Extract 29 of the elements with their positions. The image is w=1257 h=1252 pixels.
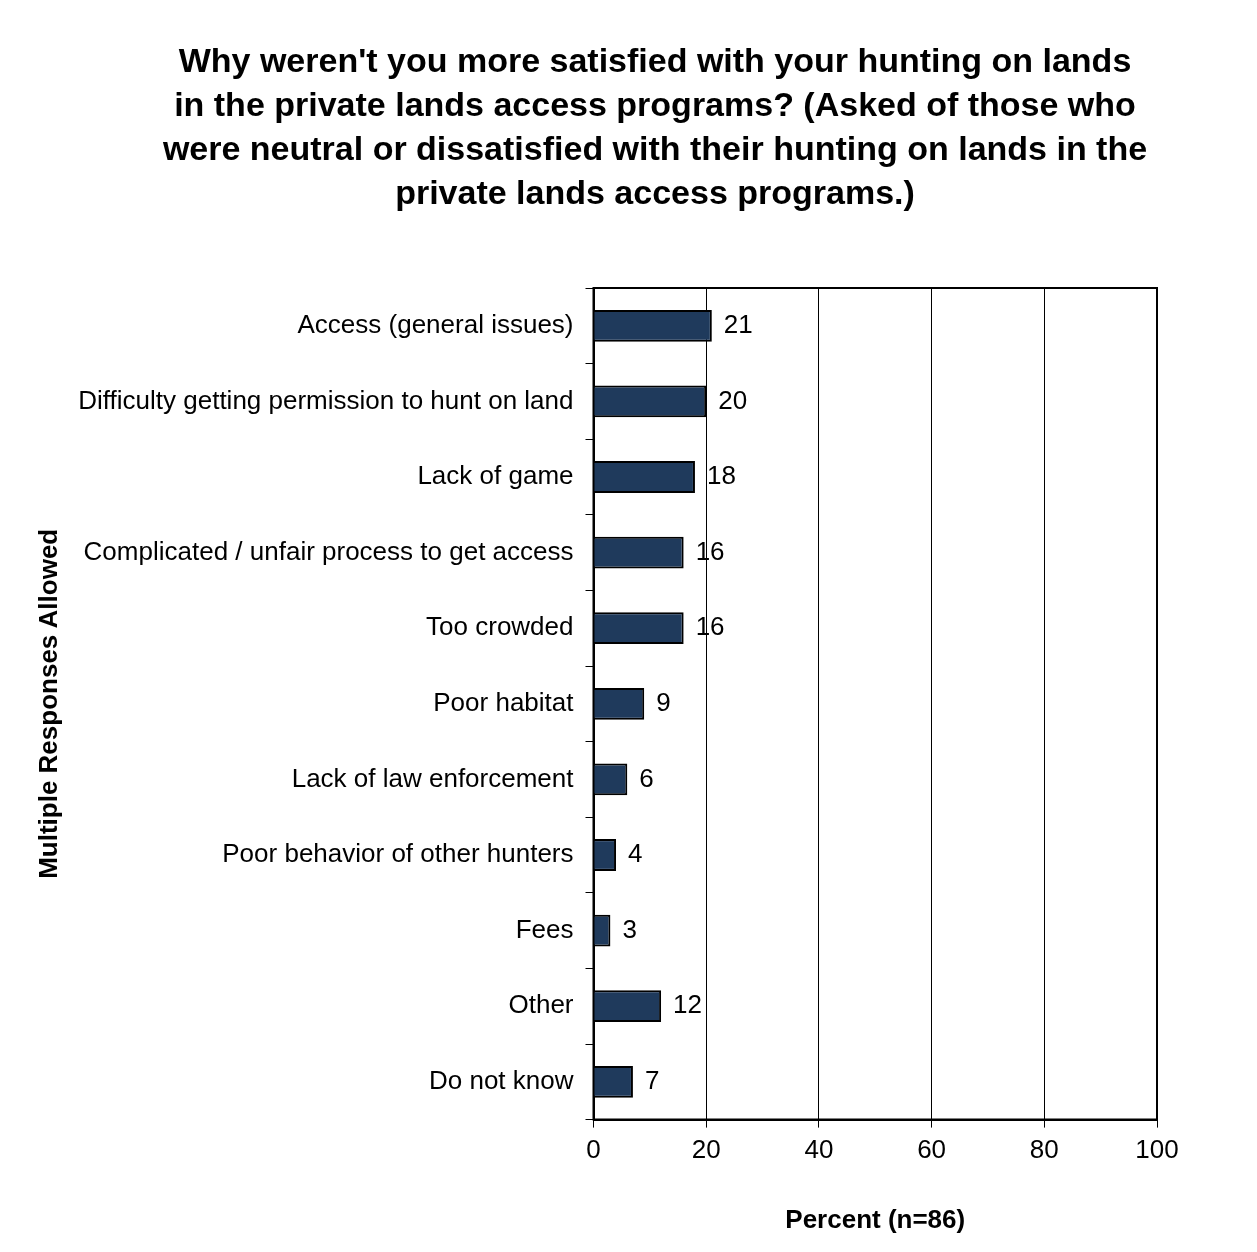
y-tick-label: Fees	[515, 913, 574, 944]
y-tick-label: Poor behavior of other hunters	[222, 838, 574, 869]
data-label: 18	[706, 460, 736, 491]
data-label: 7	[644, 1064, 660, 1095]
data-label: 9	[656, 686, 671, 717]
data-label: 4	[628, 838, 643, 869]
y-tick-label: Poor habitat	[433, 686, 575, 717]
y-tick-label: Complicated / unfair process to get access	[83, 535, 574, 566]
x-axis-title: Percent (n=86)	[785, 1203, 966, 1234]
data-label: 3	[622, 913, 637, 944]
y-tick-label: Too crowded	[426, 611, 574, 642]
y-tick-label: Lack of law enforcement	[291, 762, 575, 793]
y-tick-label: Do not know	[428, 1064, 574, 1095]
x-tick-label: 40	[804, 1134, 834, 1165]
data-label: 20	[718, 384, 748, 415]
data-label: 12	[673, 989, 703, 1020]
x-tick-label: 100	[1135, 1134, 1179, 1165]
data-label: 21	[723, 308, 753, 339]
data-label: 6	[639, 762, 654, 793]
x-tick-label: 0	[586, 1134, 601, 1165]
x-tick-label: 60	[917, 1134, 947, 1165]
x-tick-label: 80	[1029, 1134, 1059, 1165]
y-tick-label: Lack of game	[417, 460, 574, 491]
y-tick-label: Access (general issues)	[297, 308, 574, 339]
y-axis-title: Multiple Responses Allowed	[32, 528, 63, 879]
y-tick-label: Other	[508, 989, 574, 1020]
y-tick-label: Difficulty getting permission to hunt on land	[78, 384, 574, 415]
x-tick-label: 20	[691, 1134, 721, 1165]
chart-title: Why weren't you more satisfied with your hunting on lands in the private lands access programs? (Asked of those who were neutral or dissatisfied with their hunting on lands in the private lands access programs.)	[161, 40, 1149, 213]
